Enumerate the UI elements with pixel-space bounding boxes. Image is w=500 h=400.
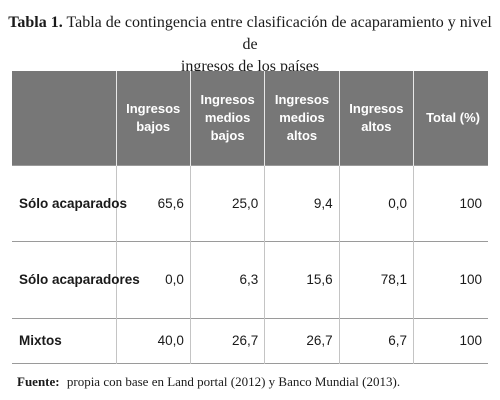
header-cell-ingresos-altos: Ingresos altos [338,71,414,165]
contingency-table: Ingresos bajos Ingresos medios bajos Ing… [12,71,488,364]
header-cell-ingresos-medios-bajos: Ingresos medios bajos [189,71,265,165]
table-caption: Tabla 1. Tabla de contingencia entre cla… [0,12,500,78]
caption-label: Tabla 1. [8,14,63,31]
header-cell-blank [12,71,116,165]
table-cell: 40,0 [115,317,191,363]
table-cell: 100 [413,240,488,318]
table-cell: 6,7 [338,317,414,363]
caption-title-line2: ingresos de los países [180,58,320,75]
table-cell: 100 [413,317,488,363]
table-cell: 78,1 [338,240,414,318]
table-cell: 25,0 [189,164,265,241]
table-cell: 0,0 [115,240,191,318]
table-row: Sólo acaparadores 0,0 6,3 15,6 78,1 100 [12,240,488,318]
table-row: Mixtos 40,0 26,7 26,7 6,7 100 [12,317,488,363]
row-label: Sólo acaparados [12,164,127,241]
header-cell-ingresos-bajos: Ingresos bajos [115,71,191,165]
table-cell: 0,0 [338,164,414,241]
row-label: Sólo acaparadores [12,240,140,318]
table-cell: 6,3 [189,240,265,318]
table-cell: 100 [413,164,488,241]
table-cell: 15,6 [264,240,340,318]
header-cell-total: Total (%) [413,71,488,165]
table-header-row: Ingresos bajos Ingresos medios bajos Ing… [12,71,488,165]
table-row: Sólo acaparados 65,6 25,0 9,4 0,0 100 [12,164,488,241]
caption-title: Tabla de contingencia entre clasificació… [66,14,492,53]
header-cell-ingresos-medios-altos: Ingresos medios altos [264,71,340,165]
table-cell: 65,6 [115,164,191,241]
source-text: propia con base en Land portal (2012) y … [66,374,401,389]
source-note: Fuente: propia con base en Land portal (… [17,373,400,391]
row-label: Mixtos [12,317,116,363]
table-cell: 26,7 [189,317,265,363]
source-label: Fuente: [17,374,60,389]
table-cell: 9,4 [264,164,340,241]
table-cell: 26,7 [264,317,340,363]
